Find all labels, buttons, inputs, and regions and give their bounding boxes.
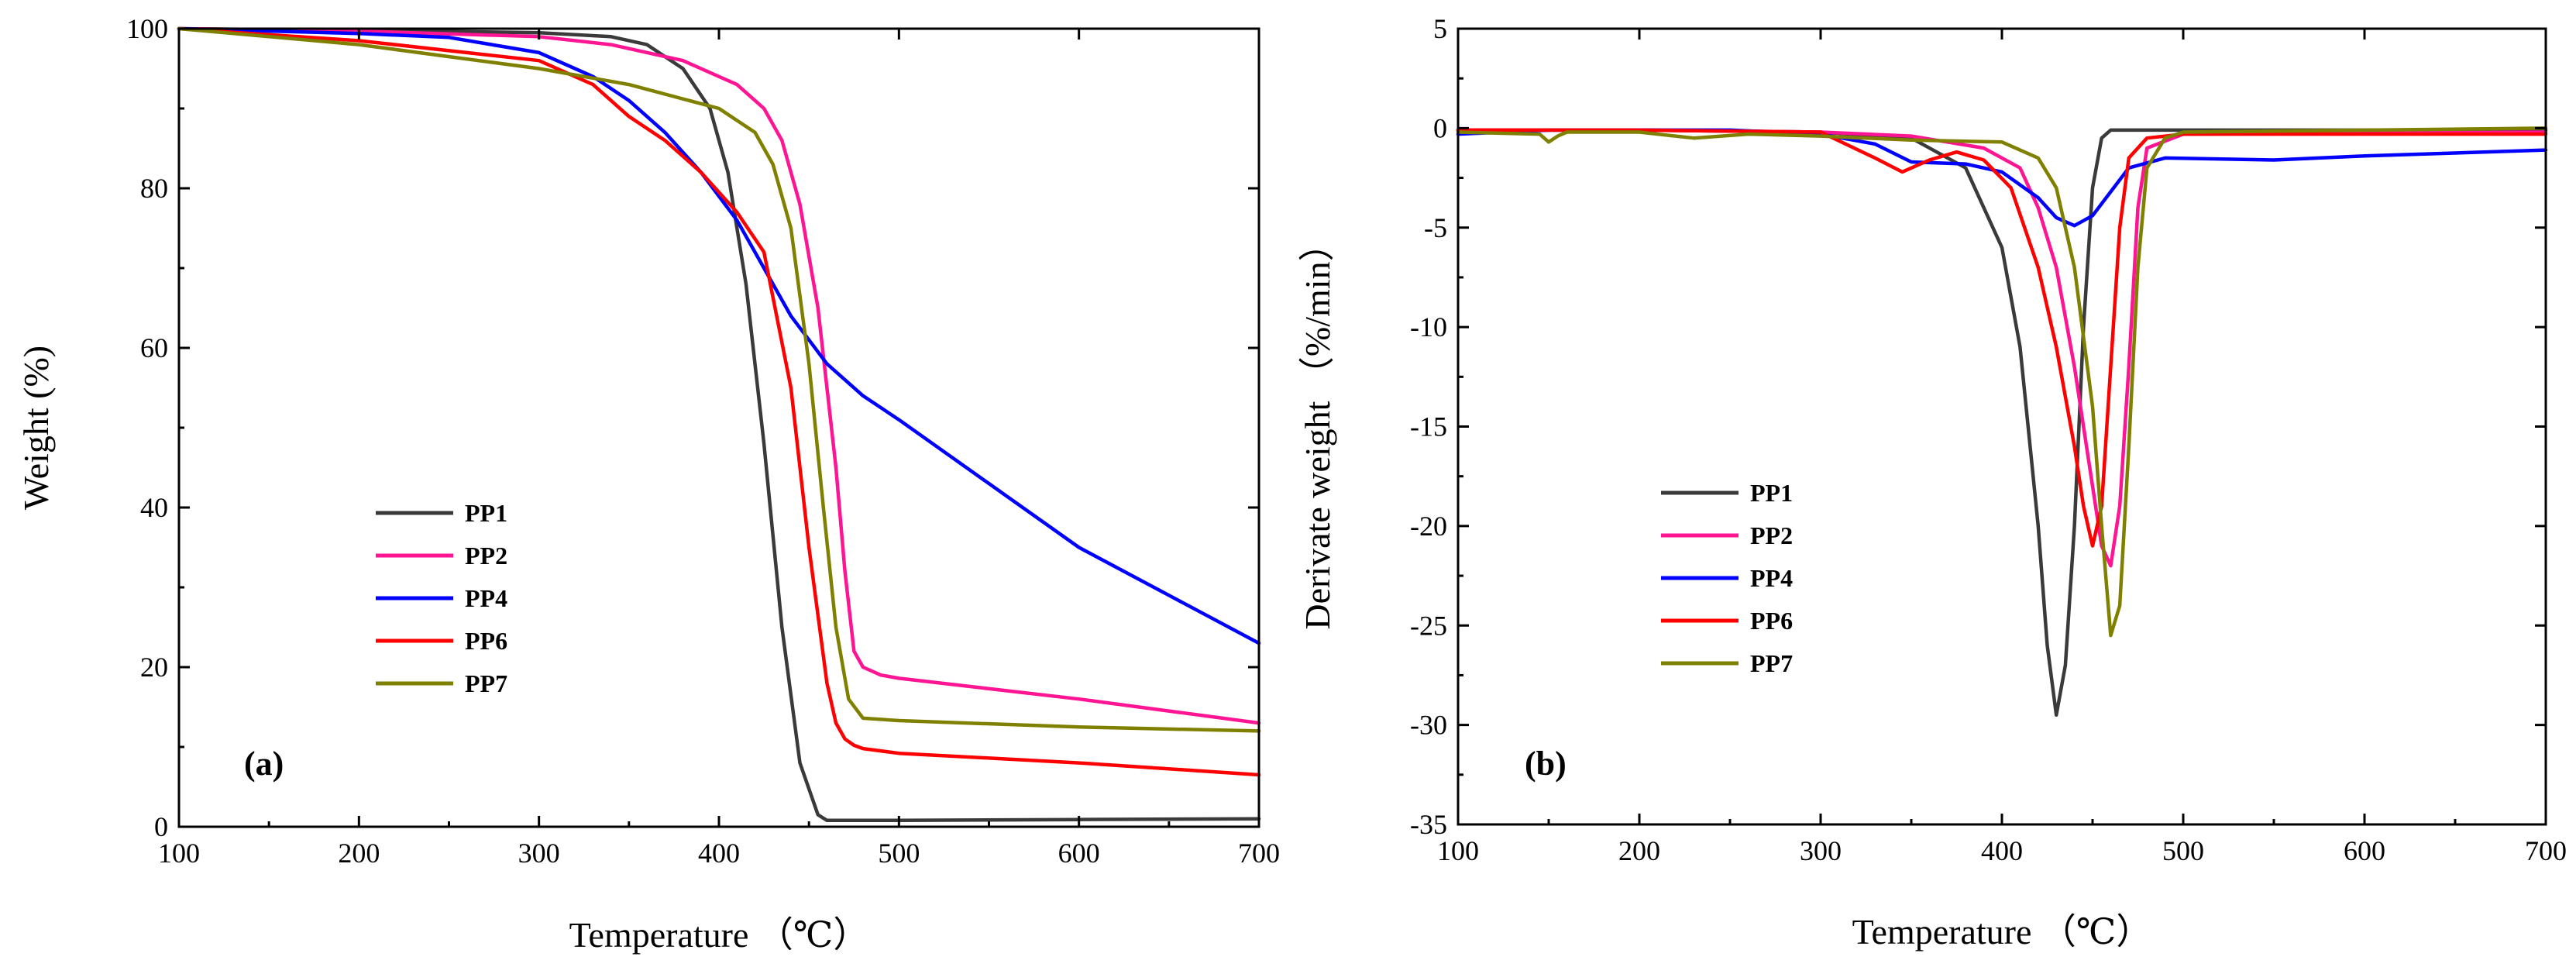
x-tick-label: 700 <box>2525 835 2567 866</box>
panel-a-weight-chart: 100 200 300 400 500 600 700 0 20 40 60 80 100 Tempe… <box>16 13 1280 955</box>
legend-label-pp1: PP1 <box>465 499 507 527</box>
y-tick-label: 5 <box>1433 13 1447 44</box>
legend-label-pp2: PP2 <box>1750 521 1793 549</box>
x-tick-label: 200 <box>338 838 380 869</box>
panel-b-legend: PP1 PP2 PP4 PP6 PP7 <box>1661 479 1793 677</box>
series-line-pp1 <box>177 26 1261 823</box>
panel-a-legend: PP1 PP2 PP4 PP6 PP7 <box>376 499 507 697</box>
x-tick-label: 600 <box>2344 835 2385 866</box>
panel-b-label: (b) <box>1525 745 1567 783</box>
panel-b-y-axis-title: Derivate weight （%/min） <box>1298 225 1337 629</box>
y-tick-label: 0 <box>1433 112 1447 143</box>
y-tick-label: -25 <box>1410 610 1447 641</box>
y-tick-label: 100 <box>126 13 168 44</box>
series-line-pp1 <box>1456 128 2548 718</box>
panel-b-x-axis-title: Temperature （℃） <box>1852 912 2152 952</box>
y-tick-label: -30 <box>1410 710 1447 741</box>
x-tick-label: 500 <box>878 838 920 869</box>
x-tick-label: 100 <box>1437 835 1479 866</box>
panel-a-label: (a) <box>244 745 284 783</box>
y-tick-label: -15 <box>1410 411 1447 442</box>
x-tick-label: 100 <box>158 838 200 869</box>
series-line-pp7 <box>1456 126 2548 638</box>
y-tick-label: 80 <box>140 173 168 204</box>
panel-a-frame <box>177 27 1260 828</box>
y-tick-label: -5 <box>1424 212 1447 243</box>
legend-label-pp4: PP4 <box>465 584 507 612</box>
legend-label-pp7: PP7 <box>465 669 507 697</box>
legend-label-pp6: PP6 <box>1750 607 1793 635</box>
panel-b-y-ticks: -35 -30 -25 -20 -15 -10 -5 0 5 <box>1410 13 2546 840</box>
series-line-pp6 <box>1456 128 2548 548</box>
y-tick-label: 40 <box>140 492 168 523</box>
panel-b-plot-area <box>1456 126 2548 718</box>
x-tick-label: 400 <box>1981 835 2023 866</box>
panel-a-plot-area <box>177 26 1261 823</box>
x-tick-label: 200 <box>1618 835 1660 866</box>
panel-a-x-axis-title: Temperature （℃） <box>569 915 869 955</box>
y-tick-label: -35 <box>1410 809 1447 840</box>
legend-label-pp7: PP7 <box>1750 649 1793 677</box>
legend-label-pp4: PP4 <box>1750 564 1793 592</box>
panel-a-y-ticks: 0 20 40 60 80 100 <box>126 13 1259 842</box>
series-line-pp2 <box>1456 128 2548 568</box>
legend-label-pp1: PP1 <box>1750 479 1793 507</box>
y-tick-label: 60 <box>140 332 168 363</box>
panel-b-x-ticks: 100 200 300 400 500 600 700 <box>1437 29 2567 866</box>
series-line-pp6 <box>177 26 1261 777</box>
x-tick-label: 300 <box>518 838 560 869</box>
legend-label-pp2: PP2 <box>465 542 507 570</box>
x-tick-label: 600 <box>1058 838 1100 869</box>
panel-b-frame <box>1457 27 2547 826</box>
y-tick-label: 0 <box>154 811 168 842</box>
series-line-pp2 <box>177 26 1261 725</box>
x-tick-label: 300 <box>1800 835 1842 866</box>
y-tick-label: 20 <box>140 652 168 683</box>
legend-label-pp6: PP6 <box>465 627 507 655</box>
y-tick-label: -20 <box>1410 511 1447 542</box>
series-line-pp4 <box>177 26 1261 645</box>
x-tick-label: 500 <box>2162 835 2204 866</box>
series-line-pp7 <box>177 26 1261 733</box>
panel-b-derivative-chart: 100 200 300 400 500 600 700 -35 -30 -25 -20 -15 -10… <box>1298 13 2567 952</box>
panel-a-y-axis-title: Weight (%) <box>16 346 56 510</box>
y-tick-label: -10 <box>1410 311 1447 342</box>
x-tick-label: 700 <box>1238 838 1280 869</box>
panel-a-x-ticks: 100 200 300 400 500 600 700 <box>158 29 1280 869</box>
x-tick-label: 400 <box>698 838 740 869</box>
